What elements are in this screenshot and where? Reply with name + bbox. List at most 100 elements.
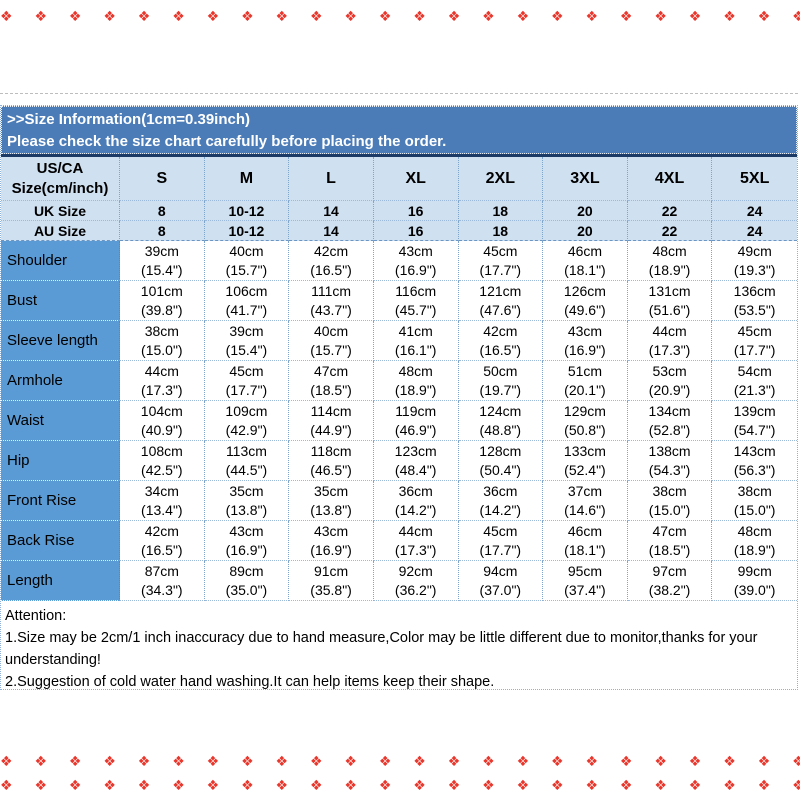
measurement-cell: 44cm (17.3") — [373, 521, 459, 561]
size-info-title: >>Size Information(1cm=0.39inch) — [7, 111, 250, 128]
region-size-cell: 14 — [289, 201, 374, 221]
measurement-cell: 42cm (16.5") — [458, 321, 544, 361]
measurement-cell: 118cm (46.5") — [289, 441, 374, 481]
region-size-cell: 24 — [712, 221, 797, 241]
region-size-cell: 22 — [627, 201, 713, 221]
size-info-header: >>Size Information(1cm=0.39inch) Please … — [1, 106, 797, 154]
region-size-cell: 16 — [373, 201, 459, 221]
measurement-cell: 38cm (15.0") — [712, 481, 797, 521]
measurement-cell: 121cm (47.6") — [458, 281, 544, 321]
measurement-cell: 49cm (19.3") — [712, 241, 797, 281]
size-column-header: 4XL — [627, 157, 713, 201]
measurement-row-label: Front Rise — [1, 481, 120, 521]
measurement-cell: 134cm (52.8") — [627, 401, 713, 441]
decorative-border-bottom-2: ❖ ❖ ❖ ❖ ❖ ❖ ❖ ❖ ❖ ❖ ❖ ❖ ❖ ❖ ❖ ❖ ❖ ❖ ❖ ❖ … — [0, 777, 800, 793]
measurement-cell: 39cm (15.4") — [120, 241, 205, 281]
region-size-cell: 8 — [120, 221, 205, 241]
measurement-cell: 46cm (18.1") — [543, 241, 628, 281]
measurement-cell: 40cm (15.7") — [204, 241, 290, 281]
measurement-cell: 43cm (16.9") — [289, 521, 374, 561]
measurement-row-label: Sleeve length — [1, 321, 120, 361]
attention-line-2: 2.Suggestion of cold water hand washing.… — [5, 674, 495, 690]
measurement-cell: 47cm (18.5") — [627, 521, 713, 561]
measurement-cell: 38cm (15.0") — [120, 321, 205, 361]
measurement-cell: 116cm (45.7") — [373, 281, 459, 321]
size-column-header: 3XL — [543, 157, 628, 201]
measurement-cell: 50cm (19.7") — [458, 361, 544, 401]
measurement-cell: 38cm (15.0") — [627, 481, 713, 521]
region-size-cell: 24 — [712, 201, 797, 221]
measurement-cell: 43cm (16.9") — [373, 241, 459, 281]
region-size-cell: 20 — [543, 221, 628, 241]
measurement-cell: 124cm (48.8") — [458, 401, 544, 441]
region-row-label: UK Size — [1, 201, 120, 221]
measurement-cell: 143cm (56.3") — [712, 441, 797, 481]
measurement-cell: 119cm (46.9") — [373, 401, 459, 441]
decorative-border-top: ❖ ❖ ❖ ❖ ❖ ❖ ❖ ❖ ❖ ❖ ❖ ❖ ❖ ❖ ❖ ❖ ❖ ❖ ❖ ❖ … — [0, 8, 800, 24]
measurement-cell: 126cm (49.6") — [543, 281, 628, 321]
measurement-row-label: Shoulder — [1, 241, 120, 281]
measurement-cell: 35cm (13.8") — [204, 481, 290, 521]
measurement-cell: 129cm (50.8") — [543, 401, 628, 441]
measurement-row-label: Back Rise — [1, 521, 120, 561]
measurement-cell: 51cm (20.1") — [543, 361, 628, 401]
measurement-cell: 45cm (17.7") — [712, 321, 797, 361]
measurement-row-label: Length — [1, 561, 120, 601]
measurement-cell: 94cm (37.0") — [458, 561, 544, 601]
size-table: US/CA Size(cm/inch) S M L XL 2XL 3XL 4XL 5XL UK Si… — [1, 154, 797, 601]
measurement-cell: 45cm (17.7") — [204, 361, 290, 401]
measurement-cell: 44cm (17.3") — [627, 321, 713, 361]
measurement-row-label: Armhole — [1, 361, 120, 401]
region-size-cell: 14 — [289, 221, 374, 241]
measurement-cell: 87cm (34.3") — [120, 561, 205, 601]
measurement-cell: 41cm (16.1") — [373, 321, 459, 361]
measurement-cell: 36cm (14.2") — [373, 481, 459, 521]
measurement-cell: 34cm (13.4") — [120, 481, 205, 521]
measurement-cell: 40cm (15.7") — [289, 321, 374, 361]
measurement-cell: 43cm (16.9") — [543, 321, 628, 361]
region-size-cell: 16 — [373, 221, 459, 241]
size-column-header: XL — [373, 157, 459, 201]
size-column-header: S — [120, 157, 205, 201]
measurement-cell: 45cm (17.7") — [458, 521, 544, 561]
measurement-cell: 138cm (54.3") — [627, 441, 713, 481]
measurement-cell: 131cm (51.6") — [627, 281, 713, 321]
measurement-cell: 37cm (14.6") — [543, 481, 628, 521]
size-column-header: 2XL — [458, 157, 544, 201]
measurement-cell: 136cm (53.5") — [712, 281, 797, 321]
attention-line-1: 1.Size may be 2cm/1 inch inaccuracy due … — [5, 630, 758, 668]
measurement-cell: 54cm (21.3") — [712, 361, 797, 401]
measurement-cell: 104cm (40.9") — [120, 401, 205, 441]
measurement-row-label: Bust — [1, 281, 120, 321]
measurement-cell: 48cm (18.9") — [712, 521, 797, 561]
measurement-cell: 39cm (15.4") — [204, 321, 290, 361]
size-column-header: L — [289, 157, 374, 201]
measurement-cell: 89cm (35.0") — [204, 561, 290, 601]
measurement-cell: 47cm (18.5") — [289, 361, 374, 401]
measurement-cell: 45cm (17.7") — [458, 241, 544, 281]
measurement-cell: 95cm (37.4") — [543, 561, 628, 601]
measurement-cell: 99cm (39.0") — [712, 561, 797, 601]
measurement-cell: 42cm (16.5") — [120, 521, 205, 561]
region-row-label: AU Size — [1, 221, 120, 241]
measurement-cell: 91cm (35.8") — [289, 561, 374, 601]
measurement-cell: 46cm (18.1") — [543, 521, 628, 561]
region-size-cell: 10-12 — [204, 221, 290, 241]
measurement-cell: 35cm (13.8") — [289, 481, 374, 521]
measurement-cell: 92cm (36.2") — [373, 561, 459, 601]
measurement-cell: 106cm (41.7") — [204, 281, 290, 321]
attention-title: Attention: — [5, 608, 67, 624]
region-size-cell: 18 — [458, 201, 544, 221]
region-size-cell: 22 — [627, 221, 713, 241]
measurement-cell: 113cm (44.5") — [204, 441, 290, 481]
measurement-cell: 139cm (54.7") — [712, 401, 797, 441]
measurement-row-label: Waist — [1, 401, 120, 441]
measurement-cell: 36cm (14.2") — [458, 481, 544, 521]
measurement-cell: 53cm (20.9") — [627, 361, 713, 401]
attention-notes: Attention: 1.Size may be 2cm/1 inch inac… — [1, 601, 797, 693]
size-column-header: M — [204, 157, 290, 201]
measurement-cell: 128cm (50.4") — [458, 441, 544, 481]
measurement-cell: 108cm (42.5") — [120, 441, 205, 481]
corner-header-cell: US/CA Size(cm/inch) — [1, 157, 120, 201]
top-dashed-line — [0, 93, 798, 94]
